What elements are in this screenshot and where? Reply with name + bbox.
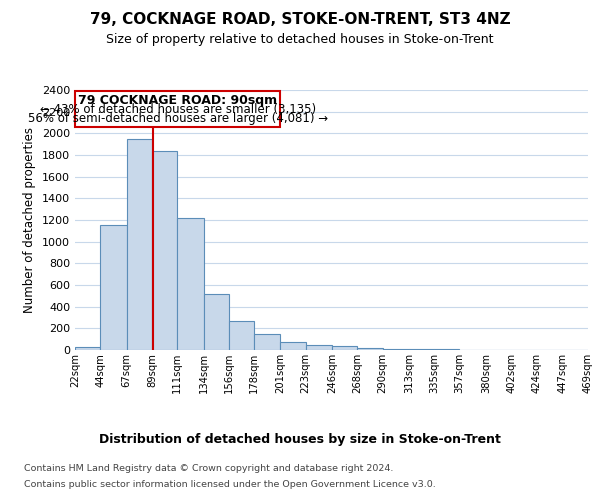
Bar bbox=[177, 218, 203, 350]
Bar bbox=[203, 294, 229, 350]
Text: Size of property relative to detached houses in Stoke-on-Trent: Size of property relative to detached ho… bbox=[106, 32, 494, 46]
Text: ← 43% of detached houses are smaller (3,135): ← 43% of detached houses are smaller (3,… bbox=[40, 103, 316, 116]
Text: Contains public sector information licensed under the Open Government Licence v3: Contains public sector information licen… bbox=[24, 480, 436, 489]
Bar bbox=[229, 321, 254, 350]
Bar bbox=[254, 334, 280, 350]
Bar bbox=[409, 349, 434, 350]
Bar bbox=[127, 138, 152, 350]
Bar bbox=[358, 348, 383, 350]
Text: 79 COCKNAGE ROAD: 90sqm: 79 COCKNAGE ROAD: 90sqm bbox=[78, 94, 277, 108]
Bar bbox=[75, 347, 100, 350]
Bar bbox=[152, 150, 177, 350]
Text: 56% of semi-detached houses are larger (4,081) →: 56% of semi-detached houses are larger (… bbox=[28, 112, 328, 124]
Text: Distribution of detached houses by size in Stoke-on-Trent: Distribution of detached houses by size … bbox=[99, 432, 501, 446]
Bar bbox=[332, 346, 358, 350]
FancyBboxPatch shape bbox=[75, 91, 280, 127]
Text: 79, COCKNAGE ROAD, STOKE-ON-TRENT, ST3 4NZ: 79, COCKNAGE ROAD, STOKE-ON-TRENT, ST3 4… bbox=[89, 12, 511, 28]
Bar bbox=[280, 342, 305, 350]
Bar bbox=[305, 344, 332, 350]
Bar bbox=[100, 226, 127, 350]
Text: Contains HM Land Registry data © Crown copyright and database right 2024.: Contains HM Land Registry data © Crown c… bbox=[24, 464, 394, 473]
Y-axis label: Number of detached properties: Number of detached properties bbox=[23, 127, 37, 313]
Bar bbox=[383, 348, 409, 350]
